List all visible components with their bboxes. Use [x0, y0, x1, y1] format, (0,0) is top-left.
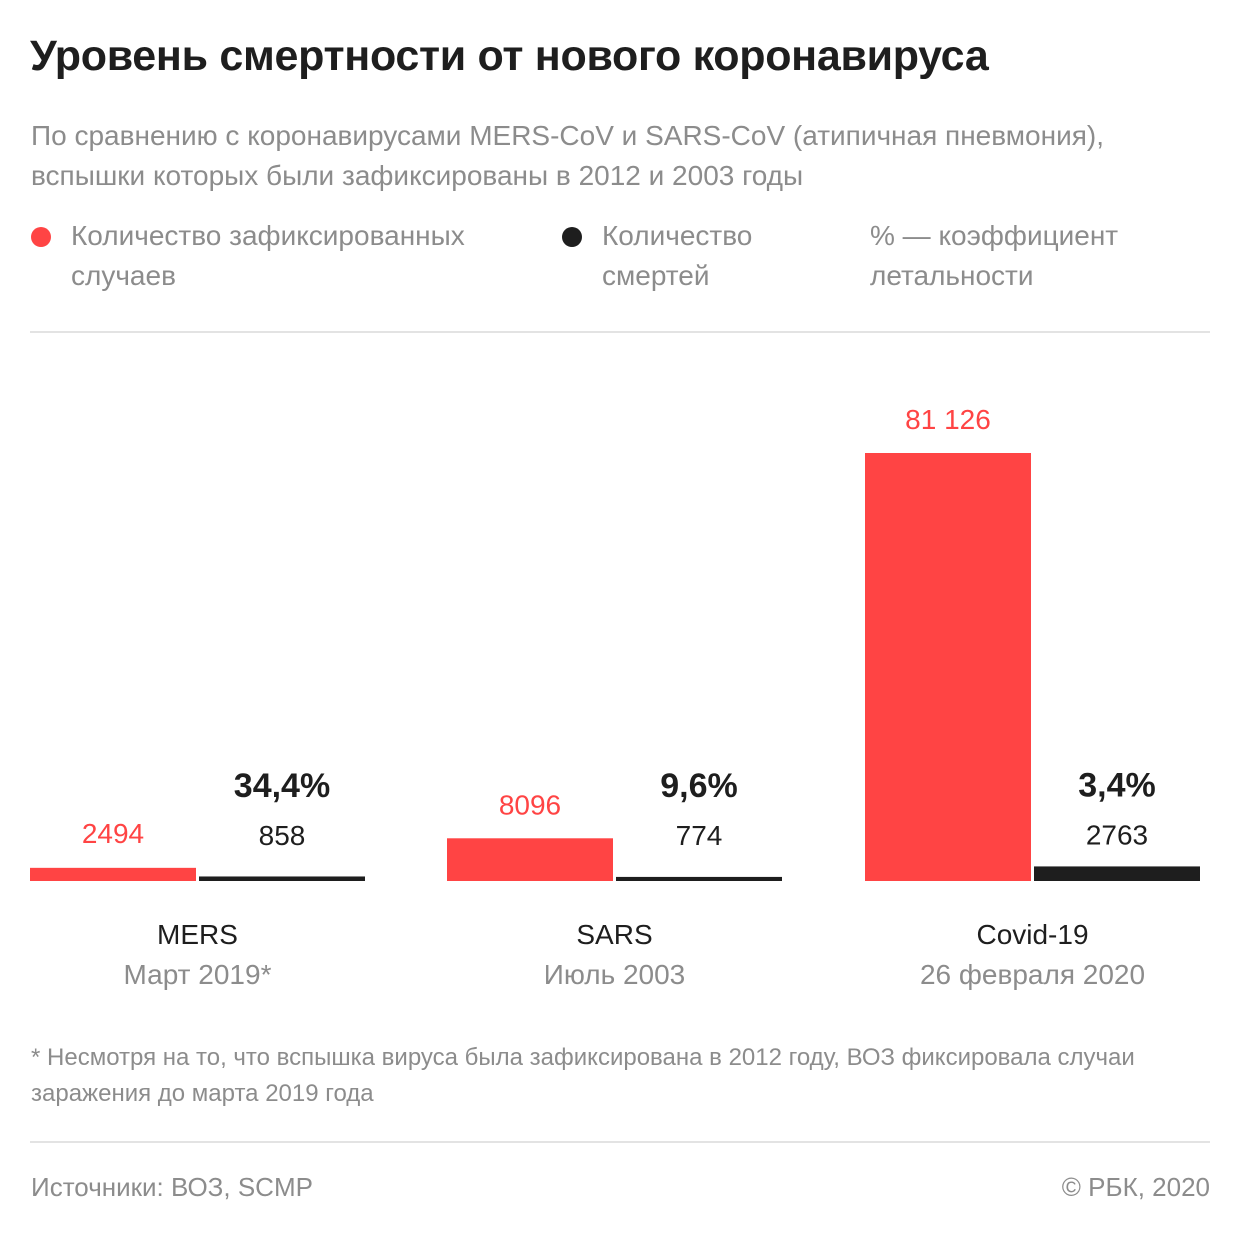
fatality-rate-sars: 9,6% — [660, 767, 738, 805]
fatality-rate-mers: 34,4% — [234, 767, 330, 805]
chart-subtitle: По сравнению с коронавирусами MERS-CoV и… — [31, 120, 1104, 191]
legend-label-cases: Количество зафиксированных случаев — [71, 220, 465, 291]
fatality-rate-covid-19: 3,4% — [1078, 766, 1156, 804]
category-label-sars: SARS — [576, 919, 652, 950]
data-label-cases-covid-19: 81 126 — [905, 404, 991, 435]
category-label-mers: MERS — [157, 919, 238, 950]
divider-bottom — [30, 1141, 1210, 1143]
legend-swatch-deaths — [562, 227, 582, 247]
bar-cases-covid-19 — [865, 453, 1031, 881]
category-label-covid-19: Covid-19 — [976, 919, 1088, 950]
footnote: * Несмотря на то, что вспышка вируса был… — [31, 1044, 1135, 1107]
bar-cases-sars — [447, 838, 613, 881]
data-label-deaths-covid-19: 2763 — [1086, 819, 1148, 850]
bar-deaths-mers — [199, 876, 365, 881]
source-credit: Источники: ВОЗ, SCMP — [31, 1172, 313, 1202]
data-label-cases-mers: 2494 — [82, 818, 144, 849]
category-date-sars: Июль 2003 — [544, 959, 686, 990]
bar-cases-mers — [30, 867, 196, 881]
bar-chart: 2494 858 34,4% MERS Март 2019* 8096 774 9,6% SAR… — [30, 404, 1200, 990]
legend-label-deaths: Количество смертей — [602, 220, 753, 291]
data-label-cases-sars: 8096 — [499, 789, 561, 820]
category-date-covid-19: 26 февраля 2020 — [920, 959, 1145, 990]
category-date-mers: Март 2019* — [124, 959, 272, 990]
bar-deaths-covid-19 — [1034, 866, 1200, 881]
legend-label-rate: % — коэффициент летальности — [870, 220, 1119, 291]
divider-top — [30, 331, 1210, 333]
legend-swatch-cases — [31, 227, 51, 247]
copyright: © РБК, 2020 — [1061, 1172, 1210, 1202]
data-label-deaths-sars: 774 — [676, 820, 723, 851]
bar-deaths-sars — [616, 876, 782, 881]
data-label-deaths-mers: 858 — [259, 820, 306, 851]
chart-title: Уровень смертности от нового коронавирус… — [30, 32, 989, 80]
